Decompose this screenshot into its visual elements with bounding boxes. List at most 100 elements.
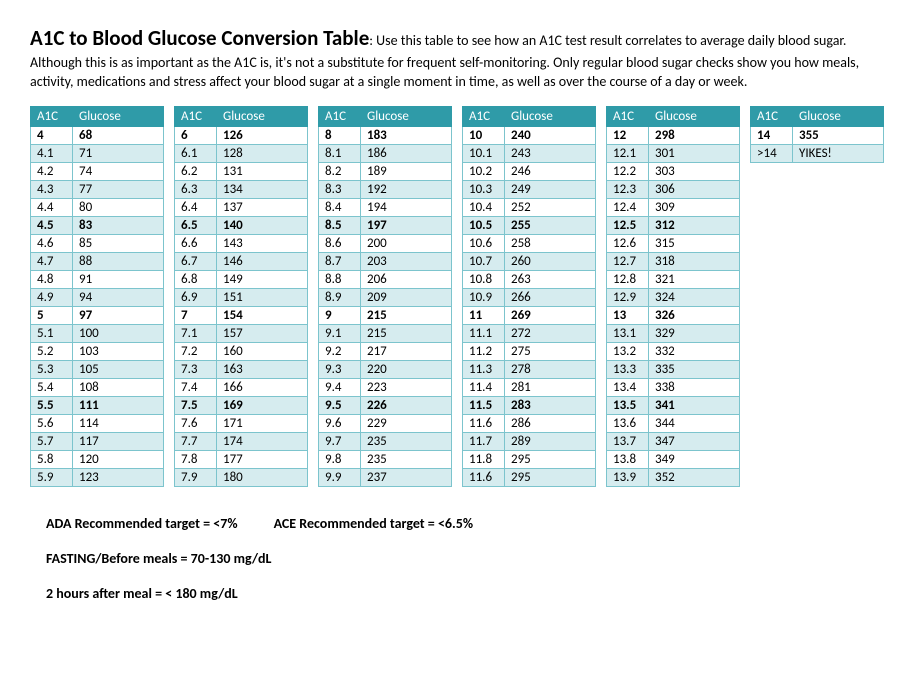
table-row: 9.1215 — [319, 325, 452, 343]
cell-a1c: 8.4 — [319, 199, 361, 217]
cell-glucose: 272 — [505, 325, 596, 343]
cell-a1c: 12.1 — [607, 145, 649, 163]
table-row: 6.7146 — [175, 253, 308, 271]
cell-a1c: 6.1 — [175, 145, 217, 163]
table-row: 4.685 — [31, 235, 164, 253]
table-row: 4.377 — [31, 181, 164, 199]
cell-glucose: 332 — [649, 343, 740, 361]
cell-a1c: 5 — [31, 307, 73, 325]
cell-a1c: 12.7 — [607, 253, 649, 271]
cell-glucose: 344 — [649, 415, 740, 433]
cell-a1c: 13.3 — [607, 361, 649, 379]
cell-a1c: 12.8 — [607, 271, 649, 289]
cell-a1c: 11 — [463, 307, 505, 325]
col-header-a1c: A1C — [751, 107, 793, 127]
page-description: Although this is as important as the A1C… — [30, 54, 890, 92]
table-row: 6.6143 — [175, 235, 308, 253]
cell-a1c: 4.8 — [31, 271, 73, 289]
cell-a1c: 7.4 — [175, 379, 217, 397]
cell-glucose: 341 — [649, 397, 740, 415]
table-row: 11.3278 — [463, 361, 596, 379]
cell-a1c: 6.2 — [175, 163, 217, 181]
cell-a1c: 12.5 — [607, 217, 649, 235]
table-row: 12298 — [607, 127, 740, 145]
page-title-rest: : Use this table to see how an A1C test … — [369, 32, 846, 49]
cell-a1c: 14 — [751, 127, 793, 145]
cell-glucose: 226 — [361, 397, 452, 415]
table-row: 7.8177 — [175, 451, 308, 469]
cell-a1c: 7 — [175, 307, 217, 325]
cell-a1c: 4.1 — [31, 145, 73, 163]
cell-glucose: 97 — [73, 307, 164, 325]
table-row: 14355 — [751, 127, 884, 145]
table-row: 4.480 — [31, 199, 164, 217]
table-row: 5.5111 — [31, 397, 164, 415]
cell-glucose: 209 — [361, 289, 452, 307]
table-row: 8.8206 — [319, 271, 452, 289]
page-title: A1C to Blood Glucose Conversion Table — [30, 25, 369, 51]
col-header-a1c: A1C — [175, 107, 217, 127]
table-row: 7.7174 — [175, 433, 308, 451]
cell-glucose: 203 — [361, 253, 452, 271]
cell-a1c: 8.5 — [319, 217, 361, 235]
cell-glucose: 318 — [649, 253, 740, 271]
cell-a1c: 7.1 — [175, 325, 217, 343]
col-header-glucose: Glucose — [505, 107, 596, 127]
cell-a1c: 5.5 — [31, 397, 73, 415]
cell-a1c: 9.1 — [319, 325, 361, 343]
table-row: 10.1243 — [463, 145, 596, 163]
table-row: 11.4281 — [463, 379, 596, 397]
cell-glucose: 200 — [361, 235, 452, 253]
cell-glucose: 74 — [73, 163, 164, 181]
cell-a1c: 12.3 — [607, 181, 649, 199]
note-after-meal: 2 hours after meal = < 180 mg/dL — [46, 585, 890, 602]
conversion-table: A1CGlucose14355>14YIKES! — [750, 106, 884, 163]
cell-glucose: 215 — [361, 325, 452, 343]
cell-glucose: 123 — [73, 469, 164, 487]
cell-glucose: 309 — [649, 199, 740, 217]
table-row: 6.3134 — [175, 181, 308, 199]
cell-glucose: 186 — [361, 145, 452, 163]
cell-glucose: 347 — [649, 433, 740, 451]
cell-a1c: 6.7 — [175, 253, 217, 271]
table-row: 6.1128 — [175, 145, 308, 163]
cell-glucose: 215 — [361, 307, 452, 325]
table-row: 12.8321 — [607, 271, 740, 289]
table-row: 9.3220 — [319, 361, 452, 379]
cell-glucose: YIKES! — [793, 145, 884, 163]
cell-glucose: 128 — [217, 145, 308, 163]
cell-a1c: 12.2 — [607, 163, 649, 181]
cell-a1c: 11.7 — [463, 433, 505, 451]
cell-glucose: 169 — [217, 397, 308, 415]
cell-a1c: 10.4 — [463, 199, 505, 217]
cell-a1c: 7.2 — [175, 343, 217, 361]
table-row: 4.171 — [31, 145, 164, 163]
cell-a1c: 6 — [175, 127, 217, 145]
table-row: 4.788 — [31, 253, 164, 271]
table-row: 9.7235 — [319, 433, 452, 451]
cell-glucose: 303 — [649, 163, 740, 181]
cell-glucose: 103 — [73, 343, 164, 361]
cell-a1c: 5.9 — [31, 469, 73, 487]
col-header-a1c: A1C — [319, 107, 361, 127]
table-row: 10240 — [463, 127, 596, 145]
cell-a1c: 8.6 — [319, 235, 361, 253]
table-row: 12.3306 — [607, 181, 740, 199]
cell-a1c: 9 — [319, 307, 361, 325]
table-row: 13.9352 — [607, 469, 740, 487]
cell-a1c: 8.2 — [319, 163, 361, 181]
cell-glucose: 263 — [505, 271, 596, 289]
cell-a1c: 4 — [31, 127, 73, 145]
cell-glucose: 335 — [649, 361, 740, 379]
cell-glucose: 295 — [505, 469, 596, 487]
table-row: 5.8120 — [31, 451, 164, 469]
table-row: >14YIKES! — [751, 145, 884, 163]
cell-a1c: 11.5 — [463, 397, 505, 415]
table-row: 12.7318 — [607, 253, 740, 271]
cell-glucose: 223 — [361, 379, 452, 397]
cell-glucose: 157 — [217, 325, 308, 343]
cell-a1c: 9.4 — [319, 379, 361, 397]
cell-a1c: 13.9 — [607, 469, 649, 487]
cell-glucose: 105 — [73, 361, 164, 379]
col-header-a1c: A1C — [31, 107, 73, 127]
